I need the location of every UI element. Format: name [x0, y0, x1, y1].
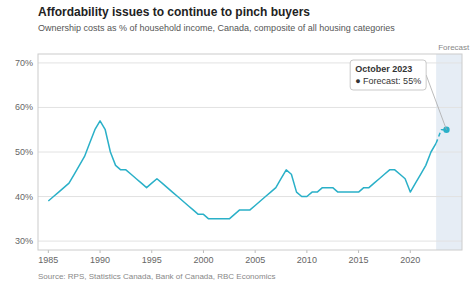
y-tick-label: 70% [15, 58, 33, 68]
forecast-label: Forecast [438, 43, 470, 52]
x-tick-label: 2020 [400, 255, 420, 265]
grid-line [38, 241, 462, 242]
plot-area [38, 54, 462, 250]
annotation-title: October 2023 [355, 64, 412, 74]
title: Affordability issues to continue to pinc… [38, 5, 310, 19]
x-tick-label: 2010 [297, 255, 317, 265]
annotation: October 2023 ● Forecast: 55% [350, 60, 426, 90]
x-tick-label: 1990 [90, 255, 110, 265]
annotation-leader [426, 75, 446, 130]
x-tick-label: 2005 [245, 255, 265, 265]
background [0, 0, 474, 284]
x-tick-label: 1985 [38, 255, 58, 265]
y-tick-label: 30% [15, 236, 33, 246]
y-tick-label: 40% [15, 192, 33, 202]
annotation-box [350, 60, 426, 90]
chart: Affordability issues to continue to pinc… [0, 0, 474, 284]
x-tick-label: 1995 [142, 255, 162, 265]
history-line [48, 121, 436, 219]
grid-line [38, 152, 462, 153]
grid-line [38, 107, 462, 108]
source: Source: RPS, Statistics Canada, Bank of … [38, 272, 275, 281]
y-tick-label: 50% [15, 147, 33, 157]
grid-line [38, 196, 462, 197]
annotation-text: ● Forecast: 55% [355, 76, 421, 86]
subtitle: Ownership costs as % of household income… [38, 23, 395, 33]
x-tick-label: 2000 [193, 255, 213, 265]
x-tick-label: 2015 [349, 255, 369, 265]
y-tick-label: 60% [15, 102, 33, 112]
plot-frame [38, 54, 462, 250]
